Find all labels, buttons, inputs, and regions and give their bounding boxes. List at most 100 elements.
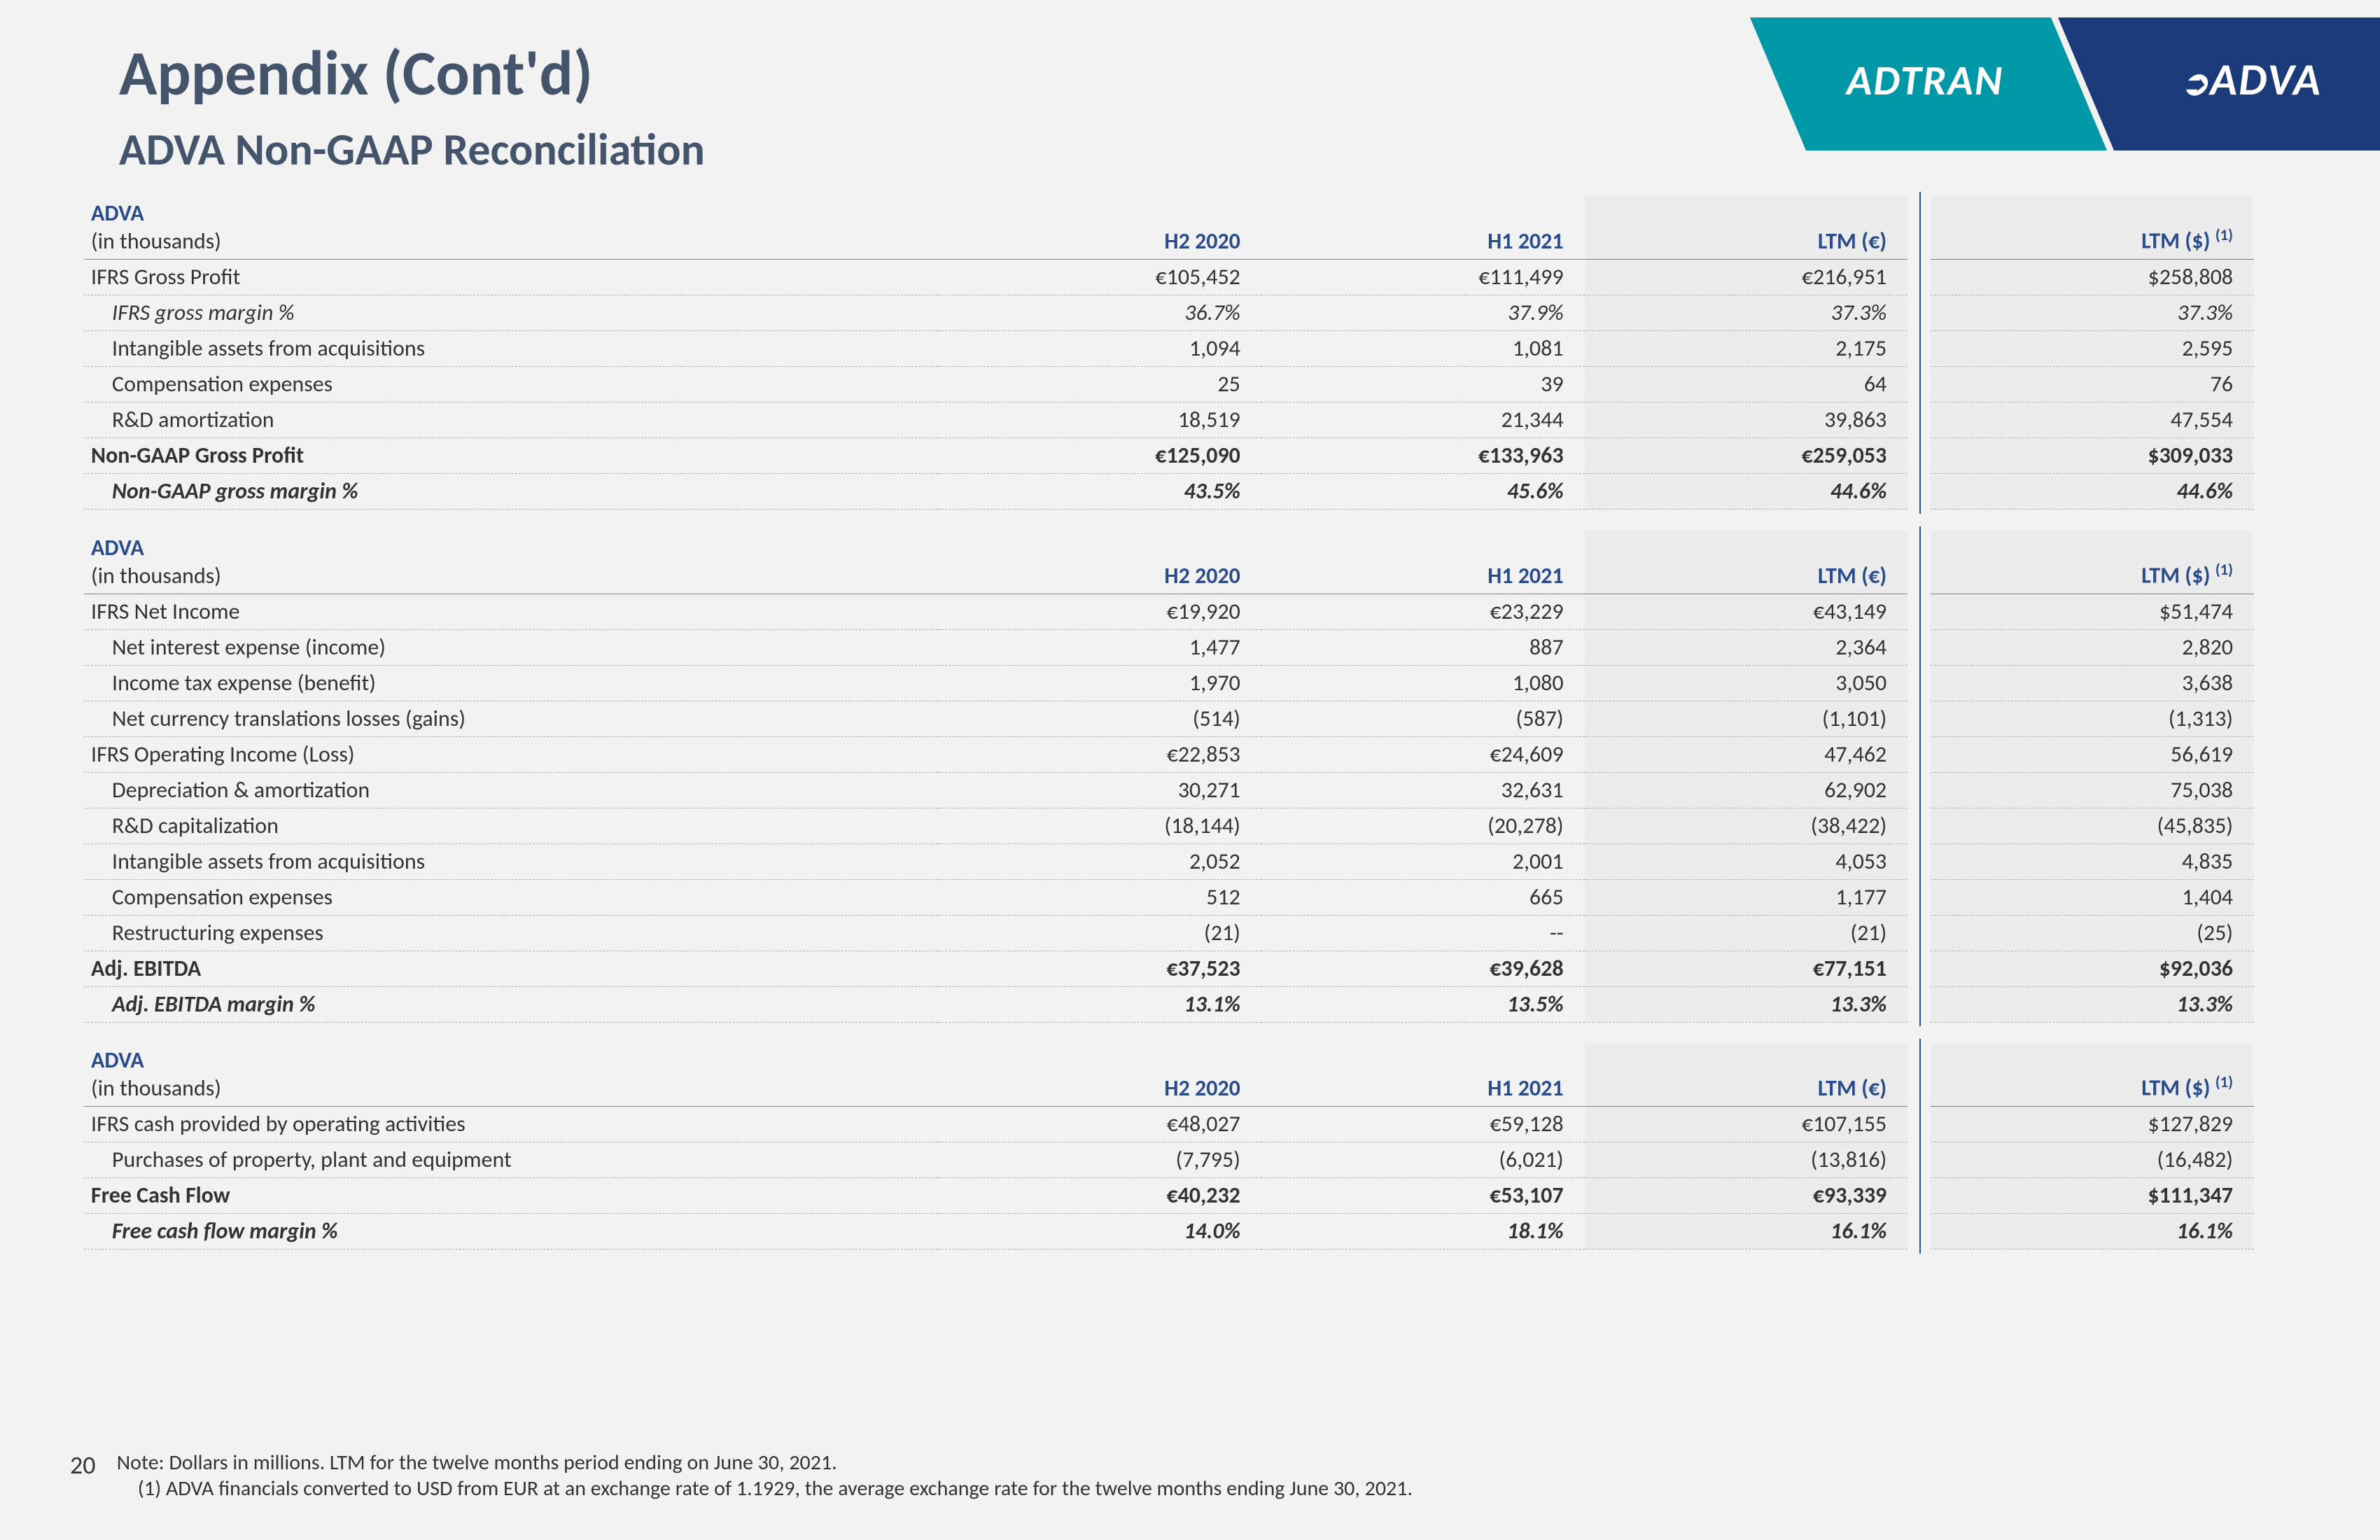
cell-value: €125,090 xyxy=(938,438,1261,474)
cell-value: 21,344 xyxy=(1261,402,1585,438)
cell-value: 44.6% xyxy=(1931,474,2254,510)
table-row: Net interest expense (income)1,4778872,3… xyxy=(84,629,2254,665)
cell-value: 18,519 xyxy=(938,402,1261,438)
cell-value: 14.0% xyxy=(938,1214,1261,1250)
separator xyxy=(1907,1178,1931,1214)
cell-value: 13.3% xyxy=(1585,986,1908,1022)
row-label: R&D amortization xyxy=(84,402,938,438)
cell-value: 13.1% xyxy=(938,986,1261,1022)
table-row: Adj. EBITDA€37,523€39,628€77,151$92,036 xyxy=(84,951,2254,986)
cell-value: (20,278) xyxy=(1261,808,1585,844)
logos-svg: ADTRAN ➲ADVA xyxy=(1750,10,2380,158)
cell-value: 37.3% xyxy=(1931,295,2254,331)
cell-value: (18,144) xyxy=(938,808,1261,844)
cell-value: €43,149 xyxy=(1585,594,1908,629)
separator xyxy=(1907,196,1931,260)
cell-value: 13.5% xyxy=(1261,986,1585,1022)
cell-value: 76 xyxy=(1931,367,2254,402)
cell-value: €53,107 xyxy=(1261,1178,1585,1214)
cell-value: 1,477 xyxy=(938,629,1261,665)
table-header-row: ADVA(in thousands)H2 2020H1 2021LTM (€)L… xyxy=(84,531,2254,594)
table-row: Restructuring expenses(21)--(21)(25) xyxy=(84,915,2254,951)
cell-value: 13.3% xyxy=(1931,986,2254,1022)
title-block: Appendix (Cont'd) ADVA Non-GAAP Reconcil… xyxy=(119,35,705,177)
col-header: H1 2021 xyxy=(1261,531,1585,594)
row-label: Net currency translations losses (gains) xyxy=(84,701,938,736)
reconciliation-table: ADVA(in thousands)H2 2020H1 2021LTM (€)L… xyxy=(84,196,2254,1250)
table-row: Free Cash Flow€40,232€53,107€93,339$111,… xyxy=(84,1178,2254,1214)
cell-value: 64 xyxy=(1585,367,1908,402)
col-header: H2 2020 xyxy=(938,196,1261,260)
tables-container: ADVA(in thousands)H2 2020H1 2021LTM (€)L… xyxy=(84,196,2254,1250)
cell-value: €216,951 xyxy=(1585,260,1908,295)
separator xyxy=(1907,331,1931,367)
cell-value: 4,053 xyxy=(1585,844,1908,879)
row-label: Depreciation & amortization xyxy=(84,772,938,808)
cell-value: (1,101) xyxy=(1585,701,1908,736)
col-header: H1 2021 xyxy=(1261,196,1585,260)
table-row: IFRS Operating Income (Loss)€22,853€24,6… xyxy=(84,736,2254,772)
cell-value: €105,452 xyxy=(938,260,1261,295)
cell-value: €93,339 xyxy=(1585,1178,1908,1214)
cell-value: 18.1% xyxy=(1261,1214,1585,1250)
cell-value: 3,638 xyxy=(1931,665,2254,701)
cell-value: 39,863 xyxy=(1585,402,1908,438)
cell-value: 887 xyxy=(1261,629,1585,665)
cell-value: (514) xyxy=(938,701,1261,736)
cell-value: -- xyxy=(1261,915,1585,951)
separator xyxy=(1907,1043,1931,1107)
table-header-row: ADVA(in thousands)H2 2020H1 2021LTM (€)L… xyxy=(84,196,2254,260)
table-row: R&D capitalization(18,144)(20,278)(38,42… xyxy=(84,808,2254,844)
table-row: R&D amortization18,51921,34439,86347,554 xyxy=(84,402,2254,438)
cell-value: 2,820 xyxy=(1931,629,2254,665)
separator xyxy=(1907,1107,1931,1142)
col-header: H2 2020 xyxy=(938,1043,1261,1107)
footnotes: 20 Note: Dollars in millions. LTM for th… xyxy=(70,1450,2240,1502)
table-header-row: ADVA(in thousands)H2 2020H1 2021LTM (€)L… xyxy=(84,1043,2254,1107)
cell-value: 47,462 xyxy=(1585,736,1908,772)
logo-band: ADTRAN ➲ADVA xyxy=(1750,10,2380,150)
table-row: IFRS gross margin %36.7%37.9%37.3%37.3% xyxy=(84,295,2254,331)
cell-value: 16.1% xyxy=(1931,1214,2254,1250)
cell-value: 1,404 xyxy=(1931,879,2254,915)
col-header: LTM (€) xyxy=(1585,1043,1908,1107)
cell-value: €22,853 xyxy=(938,736,1261,772)
row-label: Purchases of property, plant and equipme… xyxy=(84,1142,938,1178)
cell-value: $92,036 xyxy=(1931,951,2254,986)
cell-value: (16,482) xyxy=(1931,1142,2254,1178)
cell-value: 56,619 xyxy=(1931,736,2254,772)
cell-value: 25 xyxy=(938,367,1261,402)
col-header: H2 2020 xyxy=(938,531,1261,594)
col-header: H1 2021 xyxy=(1261,1043,1585,1107)
table-row: Depreciation & amortization30,27132,6316… xyxy=(84,772,2254,808)
cell-value: 16.1% xyxy=(1585,1214,1908,1250)
cell-value: 1,080 xyxy=(1261,665,1585,701)
cell-value: $111,347 xyxy=(1931,1178,2254,1214)
cell-value: 1,970 xyxy=(938,665,1261,701)
cell-value: (21) xyxy=(1585,915,1908,951)
cell-value: €40,232 xyxy=(938,1178,1261,1214)
table-row: Free cash flow margin %14.0%18.1%16.1%16… xyxy=(84,1214,2254,1250)
page-number: 20 xyxy=(70,1450,112,1480)
table-row: Intangible assets from acquisitions1,094… xyxy=(84,331,2254,367)
row-label: IFRS gross margin % xyxy=(84,295,938,331)
separator xyxy=(1907,951,1931,986)
separator xyxy=(1907,736,1931,772)
row-label: Net interest expense (income) xyxy=(84,629,938,665)
cell-value: $258,808 xyxy=(1931,260,2254,295)
cell-value: (21) xyxy=(938,915,1261,951)
row-label: Non-GAAP gross margin % xyxy=(84,474,938,510)
row-label: Restructuring expenses xyxy=(84,915,938,951)
row-label: Free cash flow margin % xyxy=(84,1214,938,1250)
cell-value: 1,177 xyxy=(1585,879,1908,915)
table-row: Compensation expenses5126651,1771,404 xyxy=(84,879,2254,915)
cell-value: $51,474 xyxy=(1931,594,2254,629)
table-row: Purchases of property, plant and equipme… xyxy=(84,1142,2254,1178)
cell-value: 2,052 xyxy=(938,844,1261,879)
separator xyxy=(1907,474,1931,510)
separator xyxy=(1907,367,1931,402)
cell-value: €19,920 xyxy=(938,594,1261,629)
table-row: Net currency translations losses (gains)… xyxy=(84,701,2254,736)
cell-value: 2,001 xyxy=(1261,844,1585,879)
col-header-company: ADVA(in thousands) xyxy=(84,531,938,594)
